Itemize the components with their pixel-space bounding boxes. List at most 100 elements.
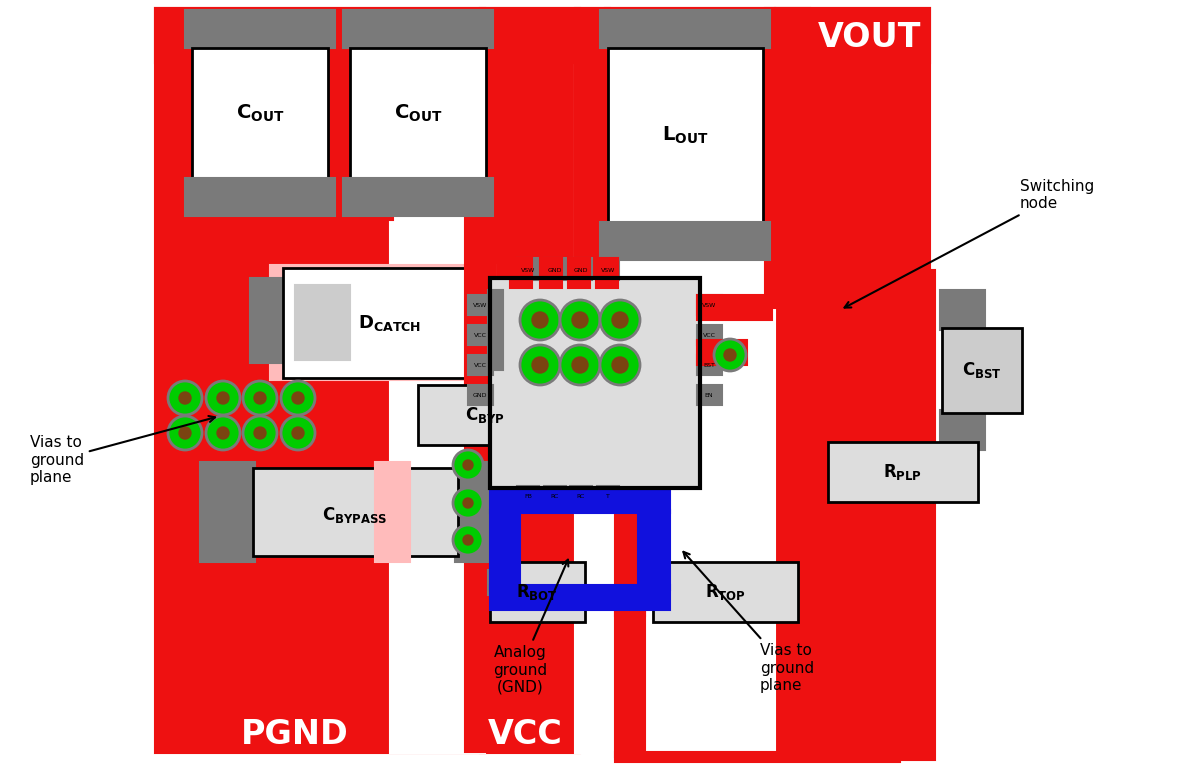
Bar xyxy=(600,10,770,48)
Bar xyxy=(940,290,985,330)
Text: VSW: VSW xyxy=(601,267,615,273)
Text: $\mathbf{C}_{\mathbf{BYPASS}}$: $\mathbf{C}_{\mathbf{BYPASS}}$ xyxy=(323,505,388,525)
Text: GND: GND xyxy=(548,267,562,273)
Bar xyxy=(697,295,722,315)
Circle shape xyxy=(243,416,277,450)
Bar xyxy=(490,278,700,488)
Bar xyxy=(490,562,585,622)
Bar xyxy=(465,562,495,752)
Bar xyxy=(765,8,810,308)
Text: $\mathbf{L}_{\mathbf{OUT}}$: $\mathbf{L}_{\mathbf{OUT}}$ xyxy=(662,124,708,145)
Text: RC: RC xyxy=(577,493,585,499)
Text: VCC: VCC xyxy=(488,718,562,751)
Text: VSW: VSW xyxy=(472,302,488,308)
Bar xyxy=(615,752,900,762)
Text: VCC: VCC xyxy=(474,363,487,367)
Text: $\mathbf{R}_{\mathbf{BOT}}$: $\mathbf{R}_{\mathbf{BOT}}$ xyxy=(516,582,558,602)
Bar xyxy=(465,265,495,395)
Bar xyxy=(929,450,975,475)
Bar xyxy=(570,486,593,508)
Text: PGND: PGND xyxy=(241,718,349,751)
Bar xyxy=(568,258,590,288)
Bar xyxy=(805,460,900,500)
Bar xyxy=(830,450,875,475)
Text: BST: BST xyxy=(703,363,715,367)
Circle shape xyxy=(573,312,588,328)
Bar xyxy=(605,8,775,53)
Bar xyxy=(490,278,700,488)
Circle shape xyxy=(613,312,628,328)
Circle shape xyxy=(282,381,315,415)
Bar xyxy=(468,325,494,345)
Circle shape xyxy=(724,349,736,361)
Circle shape xyxy=(217,427,229,439)
Circle shape xyxy=(168,416,201,450)
Circle shape xyxy=(454,525,483,555)
Bar xyxy=(488,290,503,370)
Bar xyxy=(608,48,763,223)
Bar xyxy=(532,570,578,595)
Bar xyxy=(488,570,532,595)
Bar xyxy=(468,355,494,375)
Circle shape xyxy=(463,498,474,508)
Circle shape xyxy=(254,392,266,404)
Text: Vias to
ground
plane: Vias to ground plane xyxy=(29,416,216,485)
Bar xyxy=(750,570,795,595)
Text: VSW: VSW xyxy=(521,267,535,273)
Bar xyxy=(185,178,335,216)
Text: VCC: VCC xyxy=(474,332,487,338)
Bar xyxy=(697,355,722,375)
Circle shape xyxy=(573,357,588,373)
Bar xyxy=(697,325,722,345)
Bar xyxy=(490,488,670,513)
Circle shape xyxy=(292,392,304,404)
Circle shape xyxy=(206,381,240,415)
Bar xyxy=(390,8,485,753)
Text: VOUT: VOUT xyxy=(819,21,921,53)
Circle shape xyxy=(282,416,315,450)
Bar xyxy=(544,258,565,280)
Circle shape xyxy=(179,427,191,439)
Text: GND: GND xyxy=(574,267,588,273)
Bar xyxy=(775,8,929,753)
Circle shape xyxy=(519,345,560,385)
Bar xyxy=(343,178,494,216)
Bar xyxy=(479,8,580,753)
Bar xyxy=(575,8,775,753)
Bar xyxy=(468,385,494,405)
Bar xyxy=(350,48,487,178)
Bar xyxy=(697,340,747,365)
Bar xyxy=(343,10,494,48)
Bar xyxy=(185,10,335,48)
Bar xyxy=(155,8,929,63)
Text: $\mathbf{C}_{\mathbf{OUT}}$: $\mathbf{C}_{\mathbf{OUT}}$ xyxy=(393,102,442,124)
Bar xyxy=(465,218,495,478)
Bar xyxy=(544,486,565,508)
Circle shape xyxy=(168,381,201,415)
Bar xyxy=(653,562,798,622)
Bar xyxy=(510,258,532,288)
Text: VCC: VCC xyxy=(702,332,715,338)
Bar xyxy=(638,510,670,590)
Bar xyxy=(615,612,646,757)
Bar xyxy=(192,48,327,178)
Circle shape xyxy=(206,416,240,450)
Circle shape xyxy=(714,339,746,371)
Text: Analog
ground
(GND): Analog ground (GND) xyxy=(492,560,568,695)
Text: EN: EN xyxy=(704,393,714,397)
Circle shape xyxy=(560,345,600,385)
Circle shape xyxy=(463,535,474,545)
Bar xyxy=(828,442,978,502)
Circle shape xyxy=(454,450,483,480)
Bar xyxy=(200,462,254,562)
Bar xyxy=(283,268,494,378)
Circle shape xyxy=(560,300,600,340)
Circle shape xyxy=(179,392,191,404)
Text: FB: FB xyxy=(524,493,532,499)
Text: $\mathbf{C}_{\mathbf{BYP}}$: $\mathbf{C}_{\mathbf{BYP}}$ xyxy=(465,405,505,425)
Circle shape xyxy=(600,345,640,385)
Text: VSW: VSW xyxy=(702,302,716,308)
Text: $\mathbf{C}_{\mathbf{OUT}}$: $\mathbf{C}_{\mathbf{OUT}}$ xyxy=(236,102,284,124)
Bar xyxy=(253,468,458,556)
Bar xyxy=(895,270,935,760)
